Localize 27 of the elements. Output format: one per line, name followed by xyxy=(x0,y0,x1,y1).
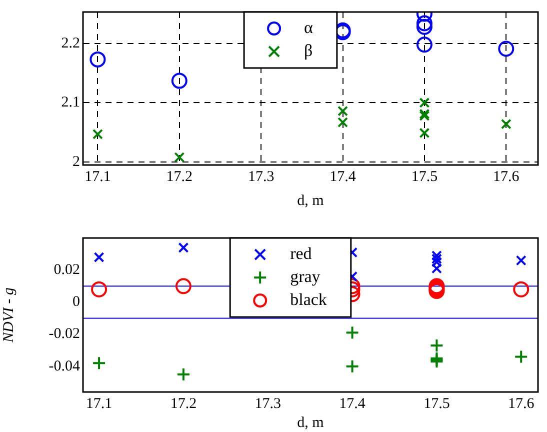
x-axis-title: d, m xyxy=(297,414,324,431)
x-tick-label: 17.2 xyxy=(166,168,193,185)
x-tick-label: 17.1 xyxy=(86,396,112,412)
y-axis-title: NDVI - g xyxy=(0,287,17,344)
y-tick-label: 2.1 xyxy=(61,94,80,111)
x-tick-label: 17.2 xyxy=(170,396,197,412)
x-tick-label: 17.5 xyxy=(411,168,438,185)
legend-label: β xyxy=(304,40,313,60)
x-tick-label: 17.3 xyxy=(248,168,274,185)
legend-label: gray xyxy=(290,266,321,286)
x-tick-label: 17.6 xyxy=(493,168,520,185)
y-tick-label: 2 xyxy=(72,154,80,170)
legend-label: α xyxy=(304,18,314,37)
x-tick-label: 17.1 xyxy=(84,168,111,185)
y-tick-label: -0.04 xyxy=(48,358,80,374)
y-tick-label: 2.2 xyxy=(61,35,80,52)
x-axis-title: d, m xyxy=(297,192,324,209)
x-tick-label: 17.4 xyxy=(339,396,366,412)
x-tick-label: 17.5 xyxy=(424,396,450,412)
x-tick-label: 17.3 xyxy=(254,396,281,412)
x-tick-label: 17.4 xyxy=(330,168,356,185)
y-tick-label: -0.02 xyxy=(48,326,80,342)
x-tick-label: 17.6 xyxy=(508,396,535,412)
y-tick-label: 0.02 xyxy=(54,262,80,278)
legend-label: red xyxy=(290,244,312,263)
y-tick-label: 0 xyxy=(72,294,80,310)
legend-label: black xyxy=(290,290,328,309)
